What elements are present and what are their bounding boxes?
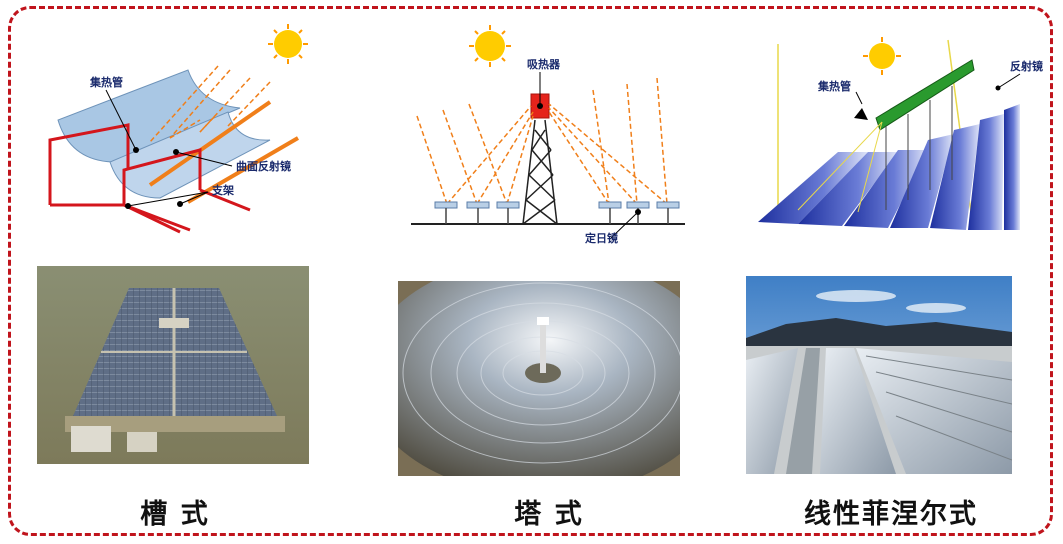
sun-icon [863, 37, 901, 75]
fresnel-diagram: 集热管 反射镜 [758, 37, 1043, 230]
trough-support-label: 支架 [211, 183, 234, 197]
fresnel-plant-photo [746, 276, 1012, 474]
trough-support [48, 123, 251, 234]
tower-caption: 塔 式 [514, 499, 584, 530]
tower-diagram: 吸热器 定日镜 [411, 25, 685, 245]
sun-rays [416, 77, 668, 205]
sun-rays [149, 65, 271, 143]
fresnel-mirrors [758, 104, 1020, 230]
tower-plant-photo [398, 281, 680, 476]
sun-icon [469, 25, 511, 67]
fresnel-tube-label: 集热管 [817, 79, 851, 93]
sun-icon [268, 24, 308, 64]
tower-lattice [522, 119, 558, 225]
trough-mirror-label: 曲面反射镜 [236, 159, 291, 173]
fresnel-mirror-label: 反射镜 [1010, 59, 1043, 73]
tower-receiver-label: 吸热器 [527, 57, 561, 71]
trough-plant-photo [37, 266, 309, 464]
trough-tube-label: 集热管 [89, 75, 123, 89]
fresnel-caption: 线性菲涅尔式 [804, 499, 978, 530]
curved-mirror [57, 69, 271, 199]
tower-heliostat-label: 定日镜 [585, 231, 618, 245]
trough-diagram: 集热管 曲面反射镜 支架 [48, 24, 308, 234]
trough-caption: 槽 式 [140, 499, 210, 530]
heliostats [434, 201, 680, 209]
dashed-frame [8, 6, 1053, 536]
